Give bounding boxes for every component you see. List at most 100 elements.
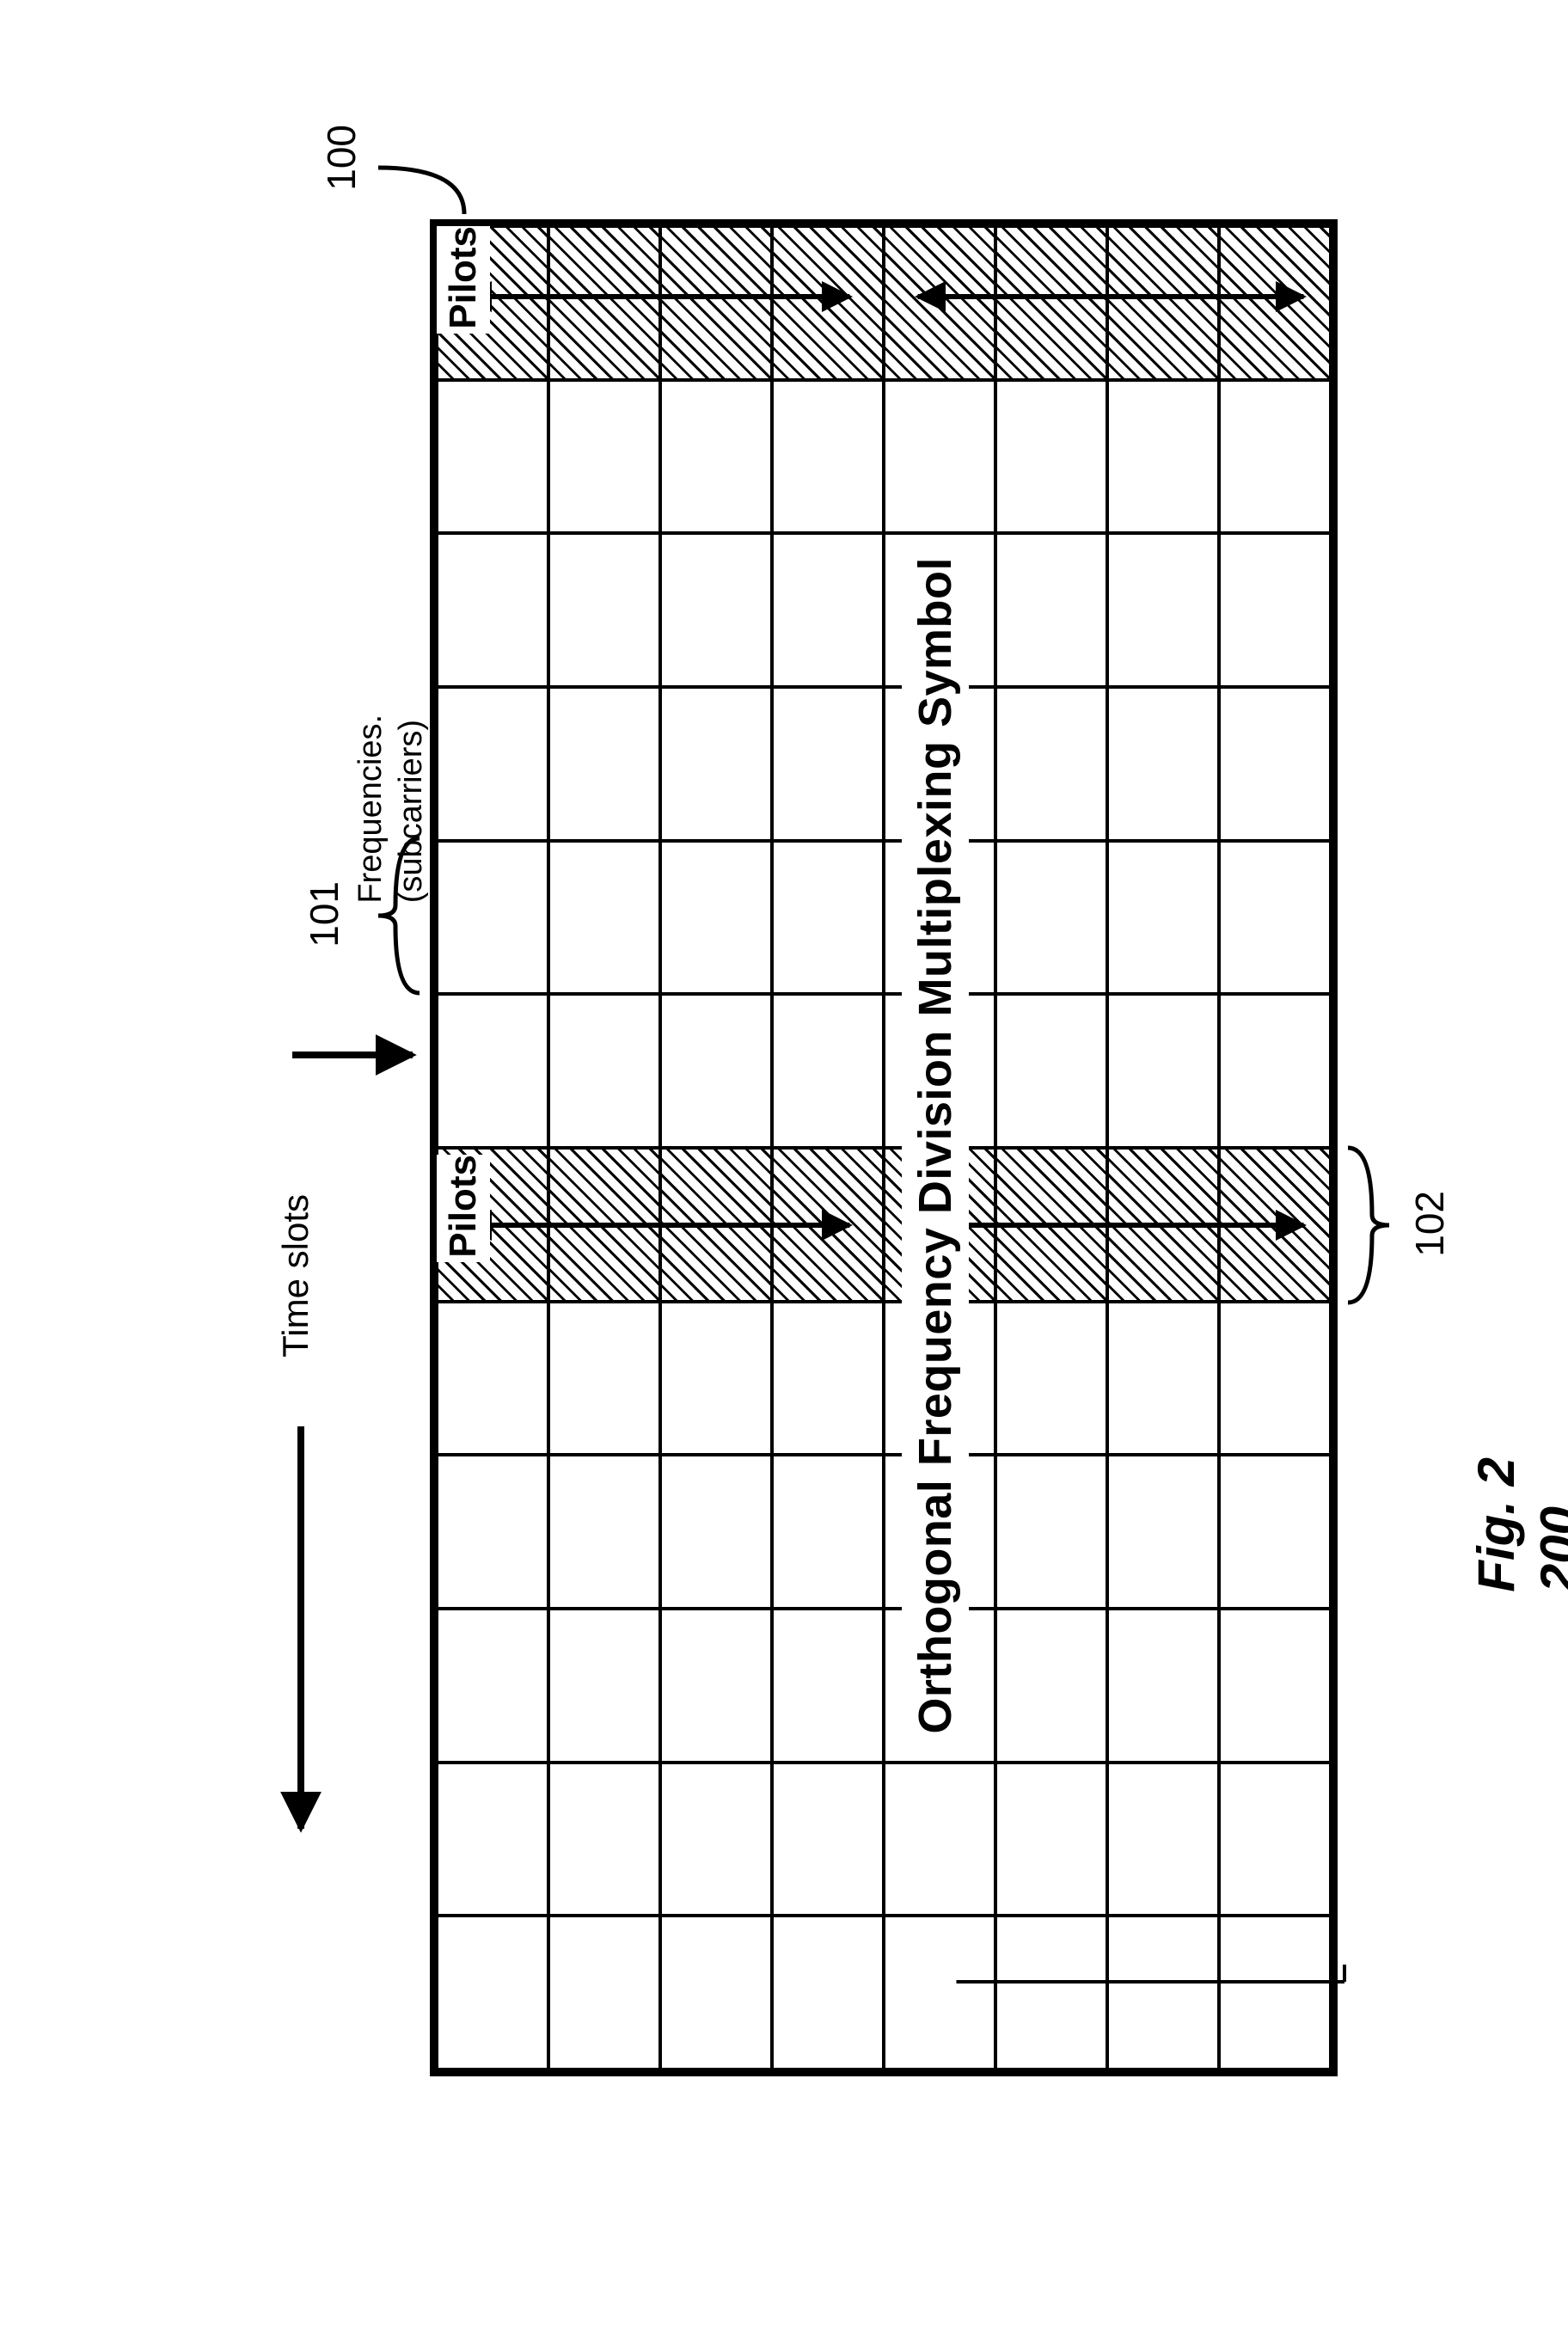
grid-cell (548, 1148, 660, 1302)
grid-cell (995, 1609, 1107, 1763)
grid-cell (995, 380, 1107, 534)
grid-cell (660, 1916, 772, 2069)
grid-cell (1219, 226, 1331, 380)
grid-cell (660, 1455, 772, 1609)
ref-102: 102 (1406, 1191, 1453, 1257)
grid-cell (1107, 1609, 1219, 1763)
grid-cell (995, 226, 1107, 380)
grid-cell (660, 1763, 772, 1916)
grid-cell (437, 1302, 548, 1456)
grid-cell (772, 994, 884, 1148)
frequencies-label: Frequencies.(subcarriers) (352, 714, 430, 908)
grid-cell (437, 1916, 548, 2069)
grid-cell (995, 1302, 1107, 1456)
figure-caption-line1: Fig. 2 (1467, 1457, 1526, 1592)
grid-cell (1219, 1763, 1331, 1916)
grid-cell (995, 1148, 1107, 1302)
grid-cell (548, 380, 660, 534)
grid-cell (548, 687, 660, 841)
grid-cell (660, 687, 772, 841)
grid-cell (1107, 994, 1219, 1148)
grid-cell (1219, 841, 1331, 995)
pilots-text: Pilots (442, 1155, 485, 1258)
grid-cell (660, 533, 772, 687)
ofdm-grid-inner (437, 226, 1331, 2069)
pilots-label: Pilots (437, 226, 490, 334)
grid-cell (548, 1916, 660, 2069)
grid-cell (772, 380, 884, 534)
grid-cell (884, 1916, 995, 2069)
grid-cell (772, 226, 884, 380)
ref-101: 101 (301, 881, 347, 947)
grid-cell (660, 1148, 772, 1302)
grid-cell (995, 841, 1107, 995)
grid-cell (1219, 1455, 1331, 1609)
grid-cell (1219, 380, 1331, 534)
grid-cell (1219, 1916, 1331, 2069)
figure-caption: Fig. 2200 (1467, 1457, 1568, 1597)
grid-cell (548, 533, 660, 687)
ofdm-symbol-text: Orthogonal Frequency Division Multiplexi… (909, 557, 962, 1734)
grid-cell (995, 1455, 1107, 1609)
grid-cell (1107, 687, 1219, 841)
grid-cell (437, 1763, 548, 1916)
grid-cell (1107, 380, 1219, 534)
pilots-text: Pilots (442, 226, 485, 329)
grid-cell (995, 994, 1107, 1148)
grid-cell (437, 1455, 548, 1609)
grid-cell (884, 1763, 995, 1916)
grid-cell (437, 1609, 548, 1763)
grid-cell (437, 533, 548, 687)
grid-cell (1219, 687, 1331, 841)
grid-cell (660, 994, 772, 1148)
grid-cell (437, 380, 548, 534)
grid-cell (548, 1455, 660, 1609)
grid-cell (548, 1609, 660, 1763)
grid-cell (548, 226, 660, 380)
grid-cell (772, 1916, 884, 2069)
grid-cell (1107, 533, 1219, 687)
grid-cell (772, 1148, 884, 1302)
grid-cell (772, 687, 884, 841)
grid-cell (1219, 994, 1331, 1148)
grid-cell (437, 994, 548, 1148)
grid-cell (772, 1763, 884, 1916)
grid-cell (1219, 533, 1331, 687)
ref-100: 100 (318, 125, 364, 191)
grid-cell (660, 1609, 772, 1763)
grid-cell (1107, 1148, 1219, 1302)
grid-cell (884, 380, 995, 534)
grid-cell (1107, 841, 1219, 995)
grid-cell (772, 1609, 884, 1763)
grid-cell (884, 226, 995, 380)
grid-cell (995, 1763, 1107, 1916)
ofdm-symbol-label: Orthogonal Frequency Division Multiplexi… (902, 557, 969, 1738)
grid-cell (548, 994, 660, 1148)
grid-cell (1107, 1455, 1219, 1609)
grid-cell (548, 841, 660, 995)
grid-cell (1107, 226, 1219, 380)
grid-cell (772, 1455, 884, 1609)
grid-cell (1219, 1148, 1331, 1302)
grid-cell (437, 687, 548, 841)
grid-cell (660, 1302, 772, 1456)
frequencies-line1: Frequencies. (352, 714, 389, 904)
grid-cell (1219, 1302, 1331, 1456)
grid-cell (437, 841, 548, 995)
grid-cell (660, 841, 772, 995)
grid-cell (1107, 1916, 1219, 2069)
grid-cell (548, 1763, 660, 1916)
grid-cell (548, 1302, 660, 1456)
grid-cell (995, 533, 1107, 687)
grid-cell (995, 1916, 1107, 2069)
grid-cell (1107, 1302, 1219, 1456)
time-slots-label: Time slots (275, 1194, 316, 1358)
frequencies-line2: (subcarriers) (393, 720, 430, 903)
grid-cell (772, 533, 884, 687)
pilots-label: Pilots (437, 1155, 490, 1262)
grid-cell (772, 841, 884, 995)
grid-cell (995, 687, 1107, 841)
grid-cell (660, 226, 772, 380)
grid-cell (772, 1302, 884, 1456)
grid-cell (660, 380, 772, 534)
